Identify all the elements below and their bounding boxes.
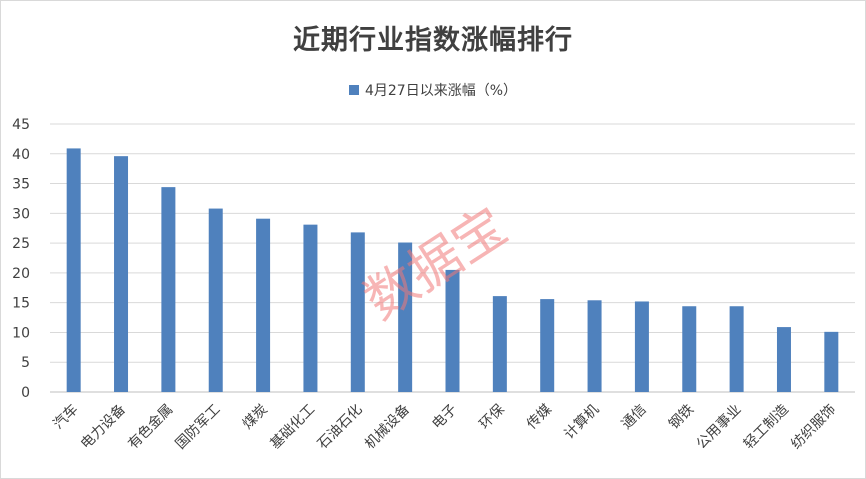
y-tick-label: 5 (21, 355, 30, 371)
x-tick-label: 机械设备 (361, 401, 413, 453)
bar (161, 187, 176, 392)
x-tick-label: 煤炭 (240, 402, 271, 433)
y-tick-label: 35 (12, 177, 30, 193)
y-tick-label: 45 (12, 117, 30, 133)
x-tick-label: 传媒 (524, 402, 555, 433)
legend-label: 4月27日以来涨幅（%） (364, 83, 518, 99)
bar (540, 299, 555, 392)
x-tick-label: 计算机 (561, 402, 602, 443)
x-tick-label: 汽车 (50, 401, 82, 433)
x-tick-label: 石油石化 (315, 402, 366, 453)
chart-title: 近期行业指数涨幅排行 (293, 25, 573, 56)
bar (729, 306, 744, 392)
bar (587, 300, 602, 392)
y-tick-label: 20 (12, 266, 30, 282)
x-tick-label: 基础化工 (267, 401, 319, 453)
bar (114, 156, 129, 392)
x-tick-label: 电子 (429, 402, 460, 433)
x-tick-label: 有色金属 (125, 401, 177, 453)
legend-swatch (348, 85, 359, 95)
bar (256, 218, 271, 392)
bar (682, 306, 697, 392)
bar (303, 224, 318, 392)
y-tick-label: 0 (21, 385, 30, 401)
bar (350, 232, 365, 392)
bar (445, 269, 460, 392)
y-tick-label: 10 (12, 325, 30, 341)
bar (776, 327, 791, 392)
y-tick-label: 25 (12, 236, 30, 252)
x-tick-label: 钢铁 (666, 402, 697, 433)
x-tick-label: 通信 (619, 402, 650, 433)
bar (492, 296, 507, 392)
y-tick-label: 15 (12, 296, 30, 312)
x-tick-label: 国防军工 (173, 402, 224, 453)
bar (824, 331, 839, 392)
bar (634, 301, 649, 392)
y-tick-label: 40 (12, 147, 30, 163)
y-tick-label: 30 (12, 206, 30, 222)
x-tick-label: 公用事业 (694, 402, 745, 453)
bar (398, 242, 413, 392)
bar (66, 148, 81, 392)
x-tick-label: 环保 (477, 402, 508, 433)
x-tick-label: 轻工制造 (741, 402, 792, 453)
x-tick-label: 纺织服饰 (788, 402, 839, 453)
bar (208, 208, 223, 392)
x-tick-label: 电力设备 (77, 401, 129, 453)
chart-legend: 4月27日以来涨幅（%） (0, 80, 866, 100)
